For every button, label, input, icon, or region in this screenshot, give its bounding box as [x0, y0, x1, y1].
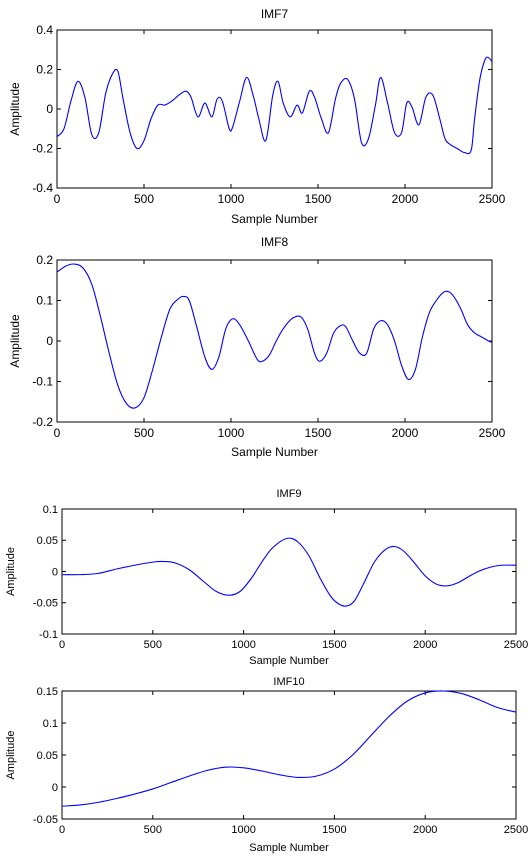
y-tick-label: -0.05: [33, 598, 58, 610]
x-axis-label: Sample Number: [249, 842, 329, 854]
x-axis-label: Sample Number: [231, 445, 318, 459]
x-tick-label: 500: [134, 426, 154, 440]
x-tick-label: 1000: [231, 639, 255, 651]
x-tick-label: 0: [54, 192, 61, 206]
x-tick-label: 500: [144, 639, 162, 651]
y-tick-label: -0.05: [33, 814, 58, 826]
series-line-1: [56, 263, 493, 409]
y-tick-label: 0.05: [37, 535, 58, 547]
x-tick-label: 500: [144, 824, 162, 836]
chart-title: IMF7: [261, 7, 289, 21]
y-tick-label: 0.2: [36, 253, 53, 267]
y-tick-label: 0.15: [37, 686, 58, 698]
x-tick-label: 2000: [413, 639, 437, 651]
chart-panel-1: IMF7 0 500 1000 1500 2000 2500 -0.4 -0.2 0 0.2 0.4 S…: [8, 7, 506, 226]
x-tick-label: 2500: [479, 426, 506, 440]
x-tick-label: 0: [59, 824, 65, 836]
x-axis-label: Sample Number: [249, 655, 329, 667]
x-tick-label: 0: [54, 426, 61, 440]
chart-panel-2: IMF8 0 500 1000 1500 2000 2500 -0.2 -0.1 0 0.1 0.2 S…: [8, 235, 506, 459]
chart-title: IMF9: [276, 488, 301, 500]
x-tick-label: 1000: [218, 426, 245, 440]
x-tick-label: 1500: [322, 824, 346, 836]
x-tick-label: 1500: [322, 639, 346, 651]
chart-title: IMF10: [273, 676, 304, 688]
y-tick-label: 0.05: [37, 750, 58, 762]
y-tick-label: 0: [46, 102, 53, 116]
y-tick-label: -0.2: [32, 415, 53, 429]
x-axis-label: Sample Number: [231, 212, 318, 226]
x-tick-label: 2000: [392, 192, 419, 206]
y-tick-label: 0.4: [36, 23, 53, 37]
y-tick-label: 0: [52, 782, 58, 794]
x-tick-label: 0: [59, 639, 65, 651]
y-axis-label: Amplitude: [5, 731, 17, 780]
y-axis-label: Amplitude: [8, 82, 22, 136]
y-tick-label: 0.1: [43, 504, 58, 516]
x-tick-label: 1500: [305, 426, 332, 440]
x-tick-label: 2500: [504, 639, 528, 651]
y-tick-label: -0.2: [32, 142, 53, 156]
x-tick-label: 2500: [504, 824, 528, 836]
x-tick-label: 1500: [305, 192, 332, 206]
chart-title: IMF8: [261, 235, 289, 249]
series-line-1: [61, 537, 517, 607]
y-tick-label: 0.1: [43, 718, 58, 730]
chart-panel-3: IMF9 0 500 1000 1500 2000 2500 -0.1 -0.05 0 0.05 0.…: [5, 488, 528, 667]
y-tick-label: 0.1: [36, 294, 53, 308]
y-tick-label: -0.1: [32, 375, 53, 389]
y-tick-label: 0: [46, 334, 53, 348]
y-tick-label: 0: [52, 566, 58, 578]
x-tick-label: 2000: [392, 426, 419, 440]
y-tick-label: 0.2: [36, 63, 53, 77]
y-tick-label: -0.1: [39, 629, 58, 641]
y-axis-label: Amplitude: [5, 547, 17, 596]
x-tick-label: 2000: [413, 824, 437, 836]
x-tick-label: 1000: [218, 192, 245, 206]
x-tick-label: 1000: [231, 824, 255, 836]
x-tick-label: 2500: [479, 192, 506, 206]
y-axis-label: Amplitude: [8, 314, 22, 368]
series-line-1: [61, 690, 517, 807]
series-line-1: [56, 56, 493, 155]
y-tick-label: -0.4: [32, 181, 53, 195]
x-tick-label: 500: [134, 192, 154, 206]
